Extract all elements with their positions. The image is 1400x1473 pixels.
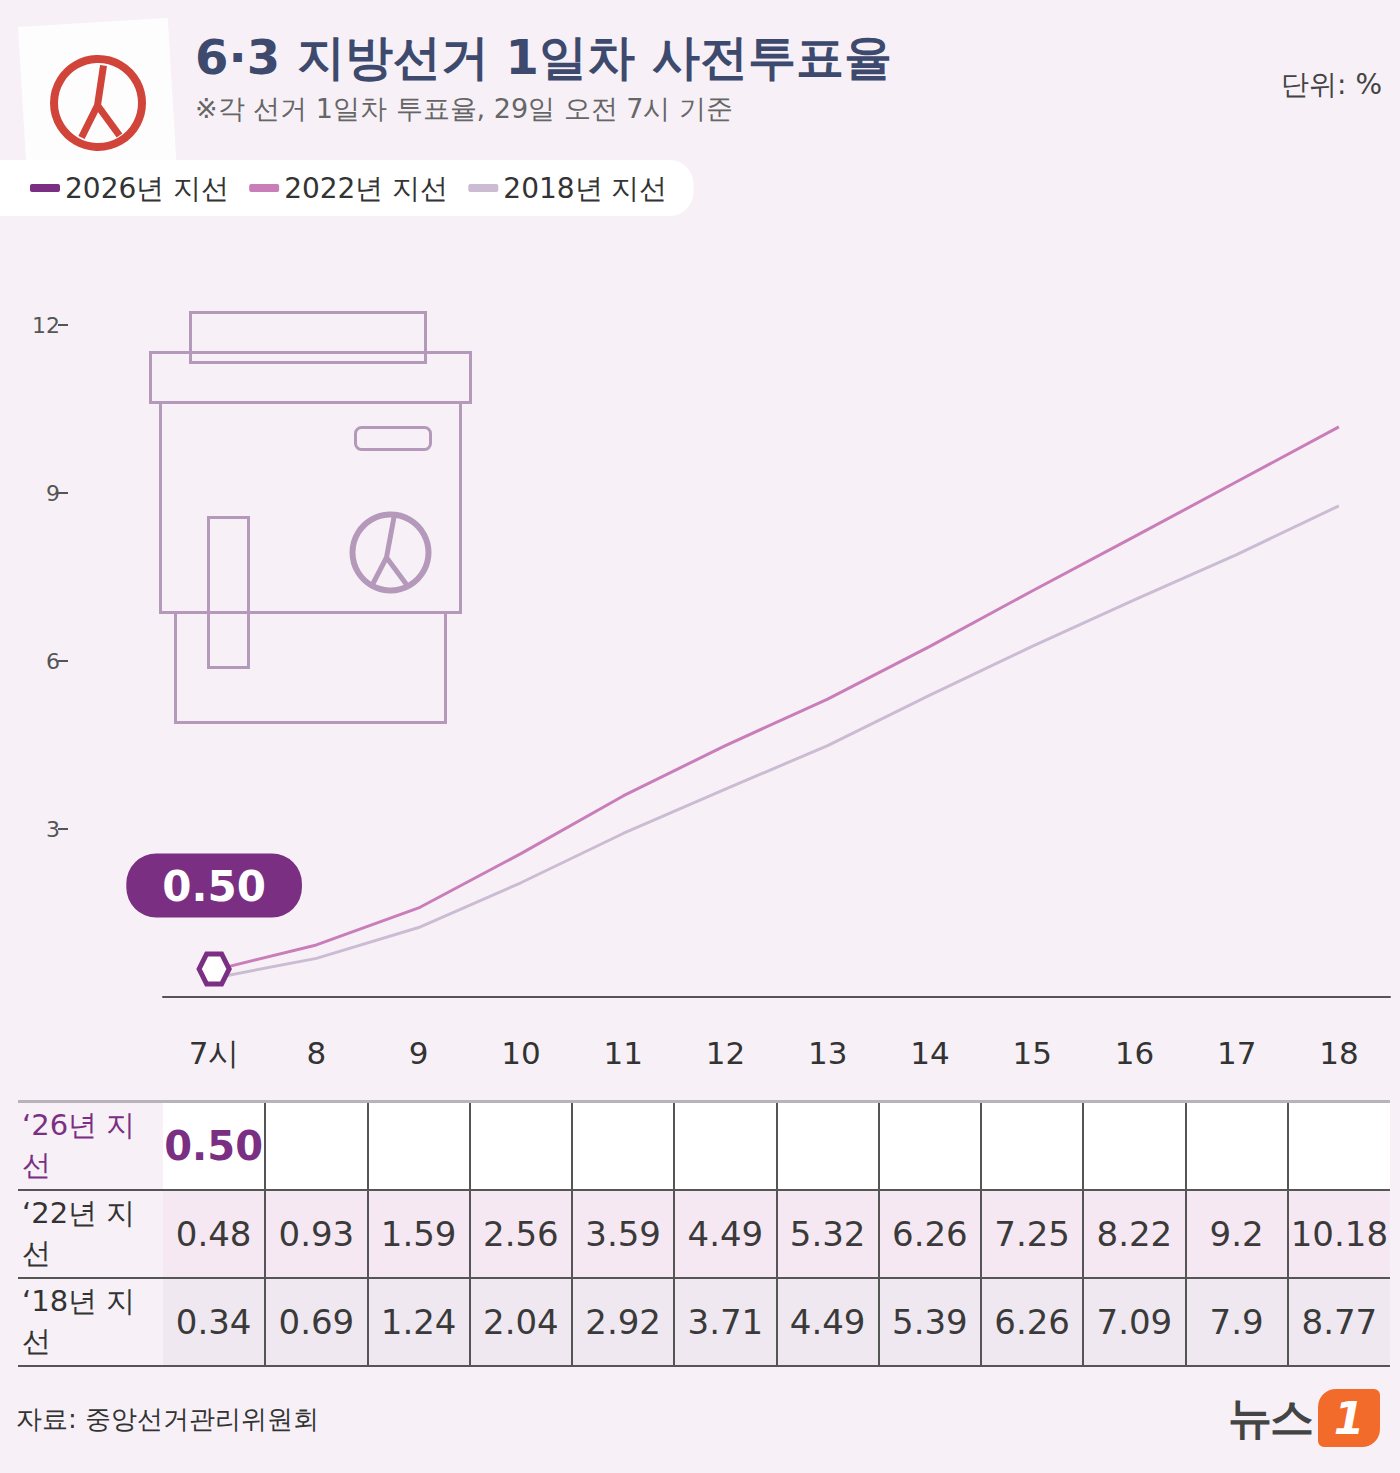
html-text:4.49: 4.49 [687, 1214, 764, 1254]
svg-text:12: 12 [706, 1035, 745, 1071]
svg-text:17: 17 [1217, 1035, 1256, 1071]
svg-text:단위: %: 단위: % [1281, 68, 1382, 101]
svg-text:7시: 7시 [189, 1035, 240, 1071]
html-text:5.32: 5.32 [789, 1214, 866, 1254]
svg-text:9: 9 [409, 1035, 429, 1071]
html-text:0.69: 0.69 [278, 1302, 355, 1342]
html-text:7.9: 7.9 [1209, 1302, 1264, 1342]
html-text:2.92: 2.92 [585, 1302, 661, 1342]
svg-text:3: 3 [46, 817, 60, 842]
html-text:5.39: 5.39 [892, 1302, 968, 1342]
svg-text:2022년 지선: 2022년 지선 [284, 172, 448, 205]
html-text:자료: 중앙선거관리위원회: 자료: 중앙선거관리위원회 [16, 1404, 319, 1434]
html-text:1.24: 1.24 [380, 1302, 457, 1342]
svg-text:14: 14 [910, 1035, 949, 1071]
svg-text:8: 8 [307, 1035, 327, 1071]
html-text:2.04: 2.04 [483, 1302, 559, 1342]
svg-text:11: 11 [603, 1035, 642, 1071]
html-text:‘18년 지선: ‘18년 지선 [22, 1284, 136, 1358]
svg-text:13: 13 [808, 1035, 847, 1071]
html-text:0.93: 0.93 [278, 1214, 355, 1254]
svg-text:9: 9 [46, 481, 60, 506]
svg-text:※각 선거 1일차 투표율, 29일 오전 7시 기준: ※각 선거 1일차 투표율, 29일 오전 7시 기준 [195, 93, 733, 124]
html-text:8.22: 8.22 [1096, 1214, 1173, 1254]
svg-text:18: 18 [1319, 1035, 1358, 1071]
html-text:뉴스: 뉴스 [1228, 1391, 1312, 1443]
html-text:1.59: 1.59 [380, 1214, 457, 1254]
html-text:3.71: 3.71 [687, 1302, 764, 1342]
html-text:7.25: 7.25 [994, 1214, 1070, 1254]
html-text:8.77: 8.77 [1301, 1302, 1378, 1342]
svg-text:0.50: 0.50 [162, 862, 266, 911]
svg-text:6: 6 [46, 649, 60, 674]
html-text:10.18: 10.18 [1290, 1214, 1388, 1254]
html-text:1: 1 [1333, 1392, 1365, 1444]
svg-text:10: 10 [501, 1035, 540, 1071]
html-text:4.49: 4.49 [789, 1302, 866, 1342]
html-text:7.09: 7.09 [1096, 1302, 1173, 1342]
html-text:2.56: 2.56 [483, 1214, 559, 1254]
html-text:‘22년 지선: ‘22년 지선 [22, 1196, 136, 1270]
svg-text:15: 15 [1012, 1035, 1051, 1071]
svg-text:6·3 지방선거 1일차 사전투표율: 6·3 지방선거 1일차 사전투표율 [195, 29, 892, 85]
svg-text:2026년 지선: 2026년 지선 [65, 172, 229, 205]
html-text:9.2: 9.2 [1209, 1214, 1264, 1254]
html-text:0.48: 0.48 [175, 1214, 252, 1254]
html-text:3.59: 3.59 [585, 1214, 661, 1254]
html-text:6.26: 6.26 [994, 1302, 1070, 1342]
html-text:6.26: 6.26 [892, 1214, 968, 1254]
html-text:0.50: 0.50 [164, 1123, 263, 1169]
svg-text:12: 12 [32, 313, 60, 338]
html-text:0.34: 0.34 [175, 1302, 252, 1342]
html-text:‘26년 지선: ‘26년 지선 [22, 1108, 136, 1182]
svg-text:2018년 지선: 2018년 지선 [503, 172, 667, 205]
svg-text:16: 16 [1115, 1035, 1154, 1071]
